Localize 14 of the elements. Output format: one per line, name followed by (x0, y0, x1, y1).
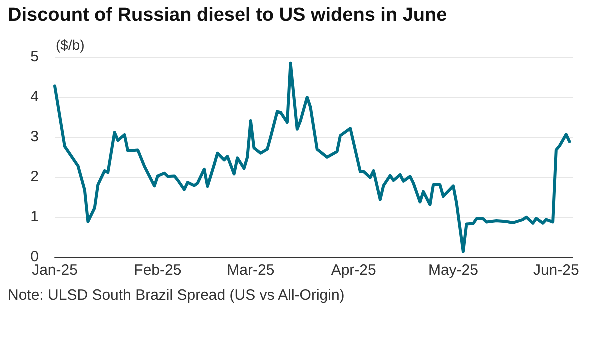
y-tick-label: 3 (30, 128, 39, 146)
y-tick-label: 5 (30, 48, 39, 66)
chart-title: Discount of Russian diesel to US widens in June (8, 5, 448, 26)
x-tick-label: Apr-25 (331, 262, 376, 279)
x-tick-label: Jun-25 (533, 262, 580, 279)
x-tick-label: Mar-25 (227, 262, 275, 279)
text: Note: ULSD South Brazil Spread (US vs All-Origin) (8, 287, 345, 304)
line-series (54, 62, 572, 254)
y-tick-label: 2 (30, 168, 39, 186)
y-axis-title: ($/b) (56, 37, 85, 53)
y-tick-label: 4 (30, 88, 39, 106)
x-tick-label: May-25 (428, 262, 478, 279)
y-tick-label: 1 (30, 208, 39, 226)
x-tick-label: Feb-25 (134, 262, 182, 279)
